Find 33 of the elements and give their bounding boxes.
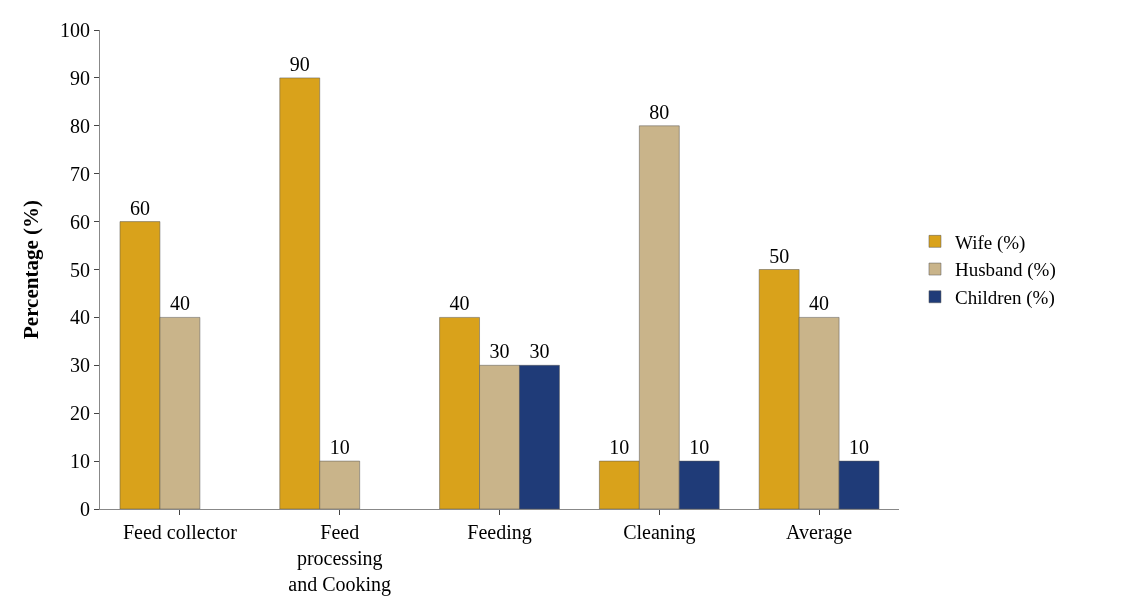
y-tick-label: 90	[70, 66, 90, 89]
data-label: 10	[609, 436, 630, 459]
data-label: 50	[769, 244, 790, 267]
y-tick-label: 10	[70, 450, 90, 473]
y-tick-label: 40	[70, 306, 90, 329]
data-label: 30	[489, 340, 510, 363]
y-tick-label: 60	[70, 210, 90, 233]
x-tick-label: Feeding	[467, 521, 532, 544]
legend-label: Wife (%)	[954, 231, 1026, 254]
y-tick-label: 50	[70, 258, 90, 281]
y-tick-label: 70	[70, 162, 90, 185]
y-tick-label: 100	[60, 19, 90, 41]
data-label: 60	[129, 196, 150, 219]
data-label: 40	[809, 292, 830, 315]
data-label: 40	[449, 292, 470, 315]
x-tick-label: Average	[785, 521, 853, 544]
data-label: 10	[849, 436, 870, 459]
data-label: 10	[689, 436, 710, 459]
y-axis-title: Percentage (%)	[19, 200, 44, 339]
y-tick-label: 0	[80, 498, 90, 520]
y-tick-label: 20	[70, 402, 90, 425]
y-tick-label: 30	[70, 354, 90, 377]
data-label: 10	[329, 436, 350, 459]
legend-label: Husband (%)	[954, 259, 1056, 282]
x-tick-label: Feed collector	[122, 521, 238, 543]
x-tick-label: Feed processing and Cooking	[288, 521, 392, 596]
y-tick-label: 80	[70, 114, 90, 137]
data-label: 80	[649, 100, 670, 123]
data-label: 40	[169, 292, 190, 315]
legend-label: Children (%)	[954, 287, 1055, 310]
data-label: 90	[289, 52, 310, 75]
x-tick-label: Cleaning	[623, 521, 696, 544]
data-label: 30	[529, 340, 550, 363]
